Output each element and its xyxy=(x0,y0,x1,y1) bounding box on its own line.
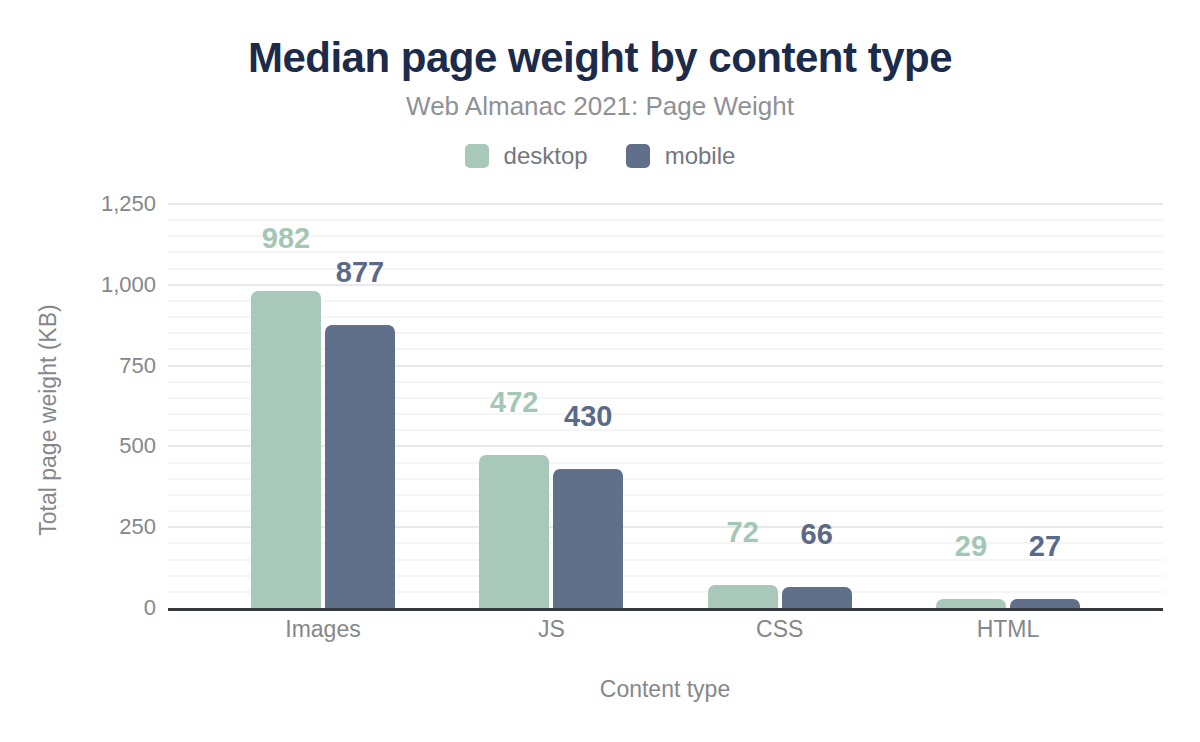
value-label-mobile-html: 27 xyxy=(975,531,1115,561)
bar-mobile-js[interactable] xyxy=(553,469,623,608)
legend-item-desktop: desktop xyxy=(465,142,588,170)
legend-item-mobile: mobile xyxy=(626,142,736,170)
x-tick-label-js: JS xyxy=(441,616,661,643)
legend-label-mobile: mobile xyxy=(665,142,736,170)
y-tick-label-1250: 1,250 xyxy=(46,191,156,217)
x-axis-title: Content type xyxy=(415,676,915,703)
legend-label-desktop: desktop xyxy=(504,142,588,170)
y-tick-label-500: 500 xyxy=(46,433,156,459)
bar-mobile-images[interactable] xyxy=(325,325,395,608)
x-tick-label-html: HTML xyxy=(898,616,1118,643)
bar-desktop-js[interactable] xyxy=(479,455,549,608)
plot-area: 98247272298774306627 xyxy=(168,204,1163,608)
legend-swatch-mobile xyxy=(626,144,650,168)
y-axis-title: Total page weight (KB) xyxy=(35,304,62,535)
value-label-mobile-js: 430 xyxy=(518,401,658,431)
bar-mobile-html[interactable] xyxy=(1010,599,1080,608)
chart-subtitle: Web Almanac 2021: Page Weight xyxy=(0,91,1200,122)
chart-title: Median page weight by content type xyxy=(0,34,1200,82)
bar-mobile-css[interactable] xyxy=(782,587,852,608)
page-weight-chart: Median page weight by content type Web A… xyxy=(0,0,1200,742)
value-label-mobile-css: 66 xyxy=(747,519,887,549)
minor-gridline-1200 xyxy=(168,219,1163,221)
value-label-desktop-images: 982 xyxy=(216,223,356,253)
bar-desktop-images[interactable] xyxy=(251,291,321,608)
bar-desktop-html[interactable] xyxy=(936,599,1006,608)
y-tick-label-250: 250 xyxy=(46,514,156,540)
value-label-mobile-images: 877 xyxy=(290,257,430,287)
bar-desktop-css[interactable] xyxy=(708,585,778,608)
y-tick-label-0: 0 xyxy=(46,595,156,621)
major-gridline-1250 xyxy=(168,203,1163,205)
x-axis-line xyxy=(168,608,1163,611)
x-tick-label-images: Images xyxy=(213,616,433,643)
legend-swatch-desktop xyxy=(465,144,489,168)
y-tick-label-750: 750 xyxy=(46,353,156,379)
x-tick-label-css: CSS xyxy=(670,616,890,643)
y-tick-label-1000: 1,000 xyxy=(46,272,156,298)
legend: desktop mobile xyxy=(0,142,1200,170)
